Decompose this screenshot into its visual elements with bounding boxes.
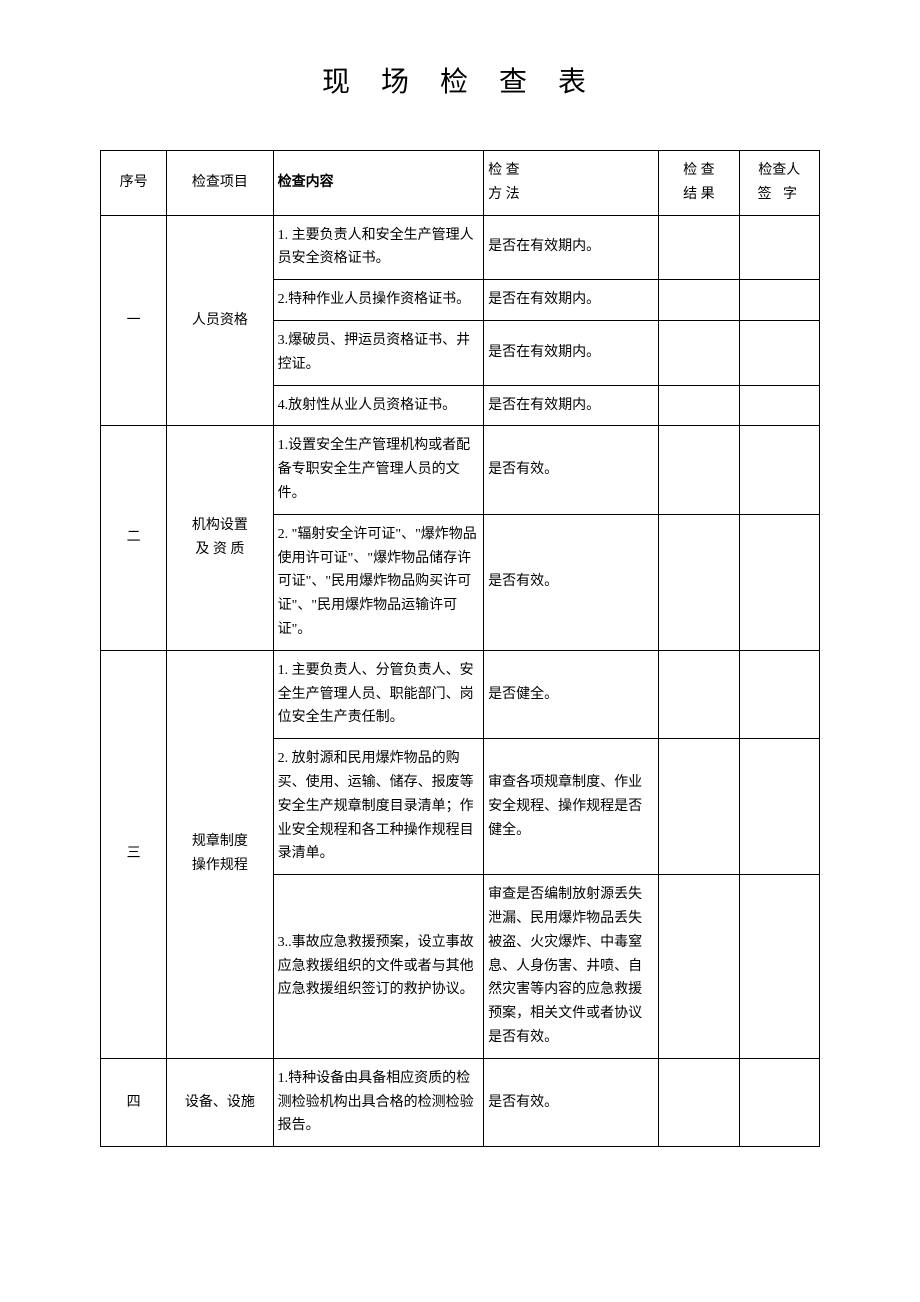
cell-item-3-l1: 规章制度: [192, 834, 248, 849]
cell-content: 1. 主要负责人、分管负责人、安全生产管理人员、职能部门、岗位安全生产责任制。: [273, 650, 483, 738]
cell-sign: [739, 320, 819, 385]
cell-item-2-l2: 及 资 质: [195, 542, 244, 557]
cell-method: 是否有效。: [484, 1058, 659, 1146]
header-result-l2: 结 果: [683, 187, 715, 202]
cell-content: 2. 放射源和民用爆炸物品的购买、使用、运输、储存、报废等安全生产规章制度目录清…: [273, 739, 483, 875]
header-sign-l2: 签 字: [758, 187, 802, 202]
table-row: 一 人员资格 1. 主要负责人和安全生产管理人员安全资格证书。 是否在有效期内。: [101, 215, 820, 280]
cell-method: 审查各项规章制度、作业安全规程、操作规程是否健全。: [484, 739, 659, 875]
cell-seq-1: 一: [101, 215, 167, 426]
table-row: 二 机构设置 及 资 质 1.设置安全生产管理机构或者配备专职安全生产管理人员的…: [101, 426, 820, 514]
cell-sign: [739, 385, 819, 426]
cell-sign: [739, 650, 819, 738]
header-result-l1: 检 查: [683, 163, 715, 178]
cell-sign: [739, 426, 819, 514]
header-sign-l1: 检查人: [758, 163, 800, 178]
cell-content: 2.特种作业人员操作资格证书。: [273, 280, 483, 321]
cell-item-2-l1: 机构设置: [192, 518, 248, 533]
cell-result: [659, 650, 739, 738]
cell-result: [659, 280, 739, 321]
cell-seq-4: 四: [101, 1058, 167, 1146]
cell-method: 是否在有效期内。: [484, 385, 659, 426]
header-method-l1: 检 查: [488, 163, 520, 178]
table-header-row: 序号 检查项目 检查内容 检 查 方 法 检 查 结 果 检查人 签 字: [101, 151, 820, 216]
cell-result: [659, 385, 739, 426]
cell-item-2: 机构设置 及 资 质: [167, 426, 273, 650]
cell-method: 是否健全。: [484, 650, 659, 738]
table-row: 四 设备、设施 1.特种设备由具备相应资质的检测检验机构出具合格的检测检验报告。…: [101, 1058, 820, 1146]
cell-sign: [739, 514, 819, 650]
cell-result: [659, 739, 739, 875]
cell-sign: [739, 739, 819, 875]
cell-content: 1.设置安全生产管理机构或者配备专职安全生产管理人员的文件。: [273, 426, 483, 514]
cell-content: 1. 主要负责人和安全生产管理人员安全资格证书。: [273, 215, 483, 280]
header-result: 检 查 结 果: [659, 151, 739, 216]
cell-content: 2. "辐射安全许可证"、"爆炸物品使用许可证"、"爆炸物品储存许可证"、"民用…: [273, 514, 483, 650]
cell-content: 4.放射性从业人员资格证书。: [273, 385, 483, 426]
cell-result: [659, 320, 739, 385]
cell-sign: [739, 875, 819, 1059]
cell-item-3-l2: 操作规程: [192, 858, 248, 873]
cell-item-1: 人员资格: [167, 215, 273, 426]
cell-method: 是否在有效期内。: [484, 320, 659, 385]
cell-method: 审查是否编制放射源丢失泄漏、民用爆炸物品丢失被盗、火灾爆炸、中毒窒息、人身伤害、…: [484, 875, 659, 1059]
page-title: 现 场 检 查 表: [100, 60, 820, 100]
header-item: 检查项目: [167, 151, 273, 216]
cell-seq-3: 三: [101, 650, 167, 1058]
header-method-l2: 方 法: [488, 187, 520, 202]
cell-result: [659, 215, 739, 280]
cell-method: 是否在有效期内。: [484, 280, 659, 321]
cell-result: [659, 875, 739, 1059]
header-seq: 序号: [101, 151, 167, 216]
inspection-table: 序号 检查项目 检查内容 检 查 方 法 检 查 结 果 检查人 签 字 一 人…: [100, 150, 820, 1147]
cell-method: 是否在有效期内。: [484, 215, 659, 280]
cell-sign: [739, 215, 819, 280]
header-method: 检 查 方 法: [484, 151, 659, 216]
cell-method: 是否有效。: [484, 426, 659, 514]
cell-seq-2: 二: [101, 426, 167, 650]
cell-result: [659, 426, 739, 514]
cell-item-4: 设备、设施: [167, 1058, 273, 1146]
cell-method: 是否有效。: [484, 514, 659, 650]
header-sign: 检查人 签 字: [739, 151, 819, 216]
cell-result: [659, 1058, 739, 1146]
cell-sign: [739, 1058, 819, 1146]
table-row: 三 规章制度 操作规程 1. 主要负责人、分管负责人、安全生产管理人员、职能部门…: [101, 650, 820, 738]
cell-result: [659, 514, 739, 650]
cell-content: 1.特种设备由具备相应资质的检测检验机构出具合格的检测检验报告。: [273, 1058, 483, 1146]
cell-item-3: 规章制度 操作规程: [167, 650, 273, 1058]
header-content: 检查内容: [273, 151, 483, 216]
cell-sign: [739, 280, 819, 321]
cell-content: 3.爆破员、押运员资格证书、井控证。: [273, 320, 483, 385]
cell-content: 3..事故应急救援预案，设立事故应急救援组织的文件或者与其他应急救援组织签订的救…: [273, 875, 483, 1059]
